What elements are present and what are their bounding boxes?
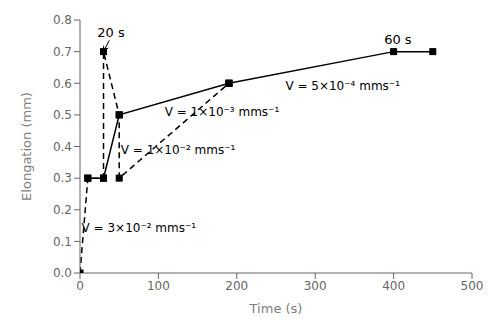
svg-text:V = 5×10⁻⁴ mms⁻¹: V = 5×10⁻⁴ mms⁻¹	[285, 79, 400, 93]
svg-text:Time (s): Time (s)	[249, 301, 303, 316]
svg-text:0.7: 0.7	[53, 45, 72, 59]
svg-text:200: 200	[225, 279, 248, 293]
svg-text:V = 3×10⁻² mms⁻¹: V = 3×10⁻² mms⁻¹	[82, 221, 197, 235]
svg-text:V = 1×10⁻³ mms⁻¹: V = 1×10⁻³ mms⁻¹	[165, 105, 280, 119]
svg-text:0.0: 0.0	[53, 266, 72, 280]
svg-text:0.5: 0.5	[53, 108, 72, 122]
svg-text:0.6: 0.6	[53, 77, 72, 91]
svg-text:0.1: 0.1	[53, 235, 72, 249]
svg-text:60 s: 60 s	[384, 32, 412, 47]
svg-text:0.4: 0.4	[53, 140, 72, 154]
svg-text:0: 0	[76, 279, 84, 293]
svg-text:0.8: 0.8	[53, 13, 72, 27]
svg-text:300: 300	[304, 279, 327, 293]
svg-text:500: 500	[461, 279, 484, 293]
svg-text:0.3: 0.3	[53, 171, 72, 185]
svg-text:0.2: 0.2	[53, 203, 72, 217]
svg-text:Elongation (mm): Elongation (mm)	[19, 92, 34, 201]
svg-text:400: 400	[382, 279, 405, 293]
svg-text:20 s: 20 s	[97, 25, 125, 40]
svg-text:V = 1×10⁻² mms⁻¹: V = 1×10⁻² mms⁻¹	[121, 143, 236, 157]
svg-text:100: 100	[147, 279, 170, 293]
